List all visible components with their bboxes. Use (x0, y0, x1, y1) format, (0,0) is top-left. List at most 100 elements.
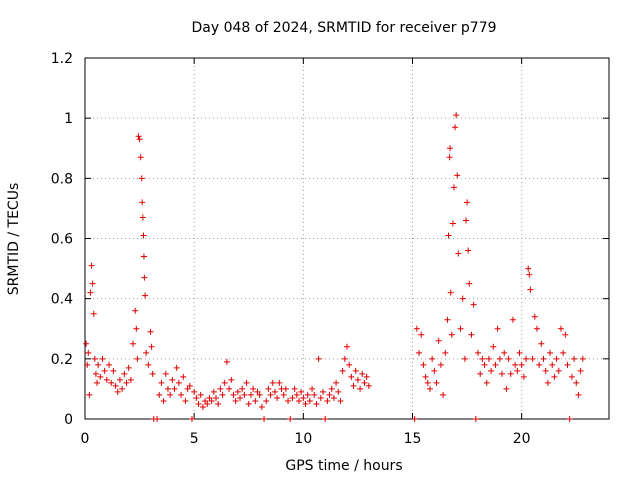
axis-ticks: 0 0.2 0.4 0.6 0.8 1 1.2 0 5 10 15 20 (51, 51, 609, 447)
data-point (178, 391, 185, 398)
data-point (99, 355, 106, 362)
data-point (344, 343, 350, 350)
data-point (232, 397, 239, 404)
data-point (571, 355, 578, 362)
data-point (450, 184, 457, 191)
data-point (431, 367, 438, 374)
data-point (186, 382, 193, 389)
data-point (142, 292, 149, 299)
data-point (449, 220, 456, 227)
data-point (158, 379, 165, 386)
data-point (208, 397, 215, 404)
data-point (95, 361, 102, 368)
data-point (416, 349, 423, 356)
data-point (365, 382, 372, 389)
data-point (440, 391, 447, 398)
data-point (503, 385, 510, 392)
chart-title: Day 048 of 2024, SRMTID for receiver p77… (191, 20, 496, 36)
data-point (306, 397, 313, 404)
data-point (92, 370, 99, 377)
data-point (86, 391, 93, 398)
data-point (261, 416, 268, 422)
data-point (512, 361, 519, 368)
data-point (148, 343, 155, 350)
data-point (468, 331, 475, 338)
data-point (520, 373, 527, 380)
data-point (564, 361, 571, 368)
data-point (223, 358, 230, 365)
data-point (527, 286, 534, 293)
data-point (455, 250, 462, 257)
data-point (549, 361, 556, 368)
data-point (533, 325, 540, 332)
data-point (313, 400, 320, 407)
data-point (234, 388, 241, 395)
data-point (361, 379, 368, 386)
data-point (507, 370, 514, 377)
data-point (276, 379, 283, 386)
data-point (490, 343, 497, 350)
data-point (447, 289, 454, 296)
data-point (217, 385, 224, 392)
data-point (245, 400, 252, 407)
data-point (433, 379, 440, 386)
data-point (287, 416, 294, 422)
data-point (523, 355, 530, 362)
data-point (302, 400, 309, 407)
data-point (328, 385, 335, 392)
data-point (106, 361, 113, 368)
data-point (461, 355, 468, 362)
data-point (437, 361, 444, 368)
data-point (454, 172, 461, 179)
data-point (555, 367, 562, 374)
data-point (518, 361, 525, 368)
data-point (132, 307, 139, 314)
x-axis-label: GPS time / hours (285, 458, 402, 474)
data-point (114, 388, 121, 395)
data-point (333, 379, 340, 386)
grid (85, 58, 609, 419)
data-point (160, 397, 167, 404)
data-point (536, 361, 543, 368)
data-point (475, 349, 481, 356)
data-point (298, 388, 305, 395)
data-point (110, 367, 117, 374)
data-point (429, 355, 436, 362)
data-point (84, 361, 91, 368)
data-point (322, 416, 329, 422)
data-point (221, 379, 228, 386)
data-point (542, 367, 549, 374)
data-point (557, 325, 564, 332)
data-point (577, 367, 584, 374)
data-point (568, 373, 575, 380)
y-tick-label: 0.6 (51, 232, 73, 248)
data-point (531, 313, 538, 320)
data-point (239, 385, 246, 392)
data-point (516, 349, 523, 356)
data-point (317, 394, 324, 401)
data-point (247, 391, 254, 398)
y-axis-label: SRMTID / TECUs (6, 183, 22, 296)
data-point (97, 373, 104, 380)
y-tick-label: 1 (64, 111, 73, 127)
data-point (243, 379, 250, 386)
data-point (162, 370, 169, 377)
data-point (315, 355, 322, 362)
data-point (147, 328, 154, 335)
data-points (83, 112, 586, 422)
data-point (295, 397, 302, 404)
data-point (89, 280, 96, 287)
data-point (136, 136, 143, 143)
data-point (324, 397, 331, 404)
data-point (188, 416, 195, 422)
data-point (466, 280, 473, 287)
data-point (326, 391, 333, 398)
data-point (226, 385, 233, 392)
y-tick-label: 0 (64, 412, 73, 428)
data-point (350, 382, 357, 389)
data-point (291, 385, 298, 392)
data-point (184, 385, 191, 392)
data-point (91, 355, 98, 362)
data-point (501, 349, 508, 356)
